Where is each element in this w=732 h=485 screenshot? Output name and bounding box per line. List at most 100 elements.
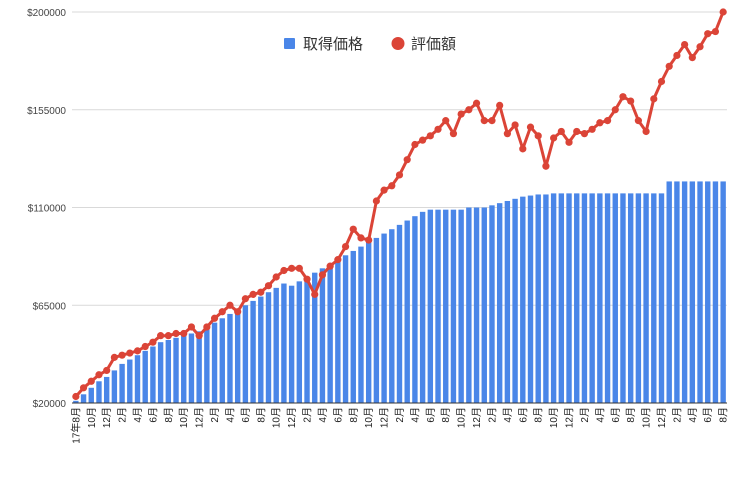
line-point	[195, 332, 203, 340]
legend-bar-label: 取得価格	[303, 35, 363, 53]
bar	[597, 193, 603, 403]
line-point	[449, 130, 458, 138]
bar	[412, 216, 418, 403]
line-point	[550, 134, 558, 142]
line-point	[503, 130, 511, 138]
bar	[620, 193, 626, 403]
x-tick-label: 4月	[224, 407, 236, 423]
line-point	[203, 323, 211, 331]
line-point	[426, 132, 434, 140]
line-point	[704, 30, 712, 38]
x-tick-label: 10月	[363, 407, 375, 428]
x-tick-label: 6月	[425, 407, 437, 423]
bar	[427, 209, 434, 403]
y-tick-label: $155000	[27, 106, 66, 117]
x-tick-label: 4月	[502, 407, 514, 423]
x-tick-label: 12月	[471, 407, 483, 428]
line-point	[133, 347, 142, 355]
line-point	[403, 156, 411, 164]
line-point	[172, 329, 180, 338]
line-point	[619, 93, 627, 101]
bar	[635, 193, 642, 403]
bar	[458, 209, 464, 403]
x-tick-label: 6月	[702, 407, 714, 423]
bar	[450, 209, 457, 403]
bar	[389, 229, 395, 403]
bar	[80, 394, 87, 403]
line-point	[264, 282, 273, 290]
bar	[103, 376, 110, 403]
bar	[658, 193, 665, 403]
line-point	[565, 138, 573, 146]
bar	[312, 272, 318, 403]
line-point	[110, 353, 118, 361]
line-point	[141, 342, 149, 351]
line-point	[542, 162, 550, 170]
bar	[358, 246, 364, 403]
line-point	[496, 101, 504, 110]
line-point	[365, 236, 373, 244]
line-point	[311, 290, 319, 298]
x-tick-label: 4月	[409, 407, 421, 423]
line-point	[634, 117, 642, 125]
bar	[712, 181, 719, 403]
y-tick-label: $110000	[28, 204, 67, 215]
bar	[535, 194, 541, 403]
bar	[404, 220, 410, 403]
bar	[612, 193, 618, 403]
line-point	[434, 125, 442, 133]
legend-bar-swatch	[284, 38, 295, 49]
line-series	[72, 8, 727, 401]
bar	[681, 181, 688, 403]
bar	[473, 207, 480, 403]
line-point	[580, 130, 589, 138]
line-point	[210, 314, 219, 322]
bar	[496, 203, 503, 403]
bar	[566, 193, 572, 403]
y-tick-label: $65000	[33, 301, 67, 312]
bar	[381, 233, 387, 403]
bar	[627, 193, 634, 403]
bar	[589, 193, 595, 403]
line-point	[334, 256, 342, 264]
bar	[666, 181, 672, 403]
bar	[435, 209, 441, 403]
x-tick-label: 10月	[178, 407, 190, 428]
line-point	[611, 106, 619, 114]
x-tick-label: 4月	[687, 407, 699, 423]
bar	[181, 335, 187, 403]
line-point	[573, 127, 581, 136]
y-axis-ticks: $20000 $65000 $110000 $155000 $200000	[27, 8, 66, 410]
line-point	[357, 234, 365, 242]
line-point	[72, 392, 80, 401]
line-point	[681, 40, 689, 49]
line-point	[472, 99, 481, 107]
line-point	[519, 145, 527, 153]
line-point	[380, 186, 388, 194]
bar	[481, 207, 487, 403]
line-point	[395, 171, 404, 179]
x-tick-label: 8月	[625, 407, 637, 423]
line-point	[349, 225, 357, 233]
bar	[674, 181, 680, 403]
line-point	[557, 127, 565, 136]
bar	[288, 285, 295, 403]
bar	[327, 263, 333, 403]
x-tick-label: 12月	[101, 407, 113, 428]
bar	[720, 181, 726, 403]
line-point	[257, 288, 265, 296]
bar	[281, 283, 287, 403]
x-tick-label: 2月	[117, 407, 129, 423]
line-point	[650, 95, 658, 103]
x-tick-label: 8月	[440, 407, 452, 423]
bar	[419, 211, 426, 403]
line-point	[118, 351, 126, 359]
x-tick-label: 8月	[533, 407, 545, 423]
bar	[504, 200, 511, 403]
line-point	[341, 243, 350, 251]
bar	[512, 198, 518, 403]
bar	[705, 181, 711, 403]
x-tick-label: 10月	[548, 407, 560, 428]
x-tick-label: 6月	[332, 407, 344, 423]
